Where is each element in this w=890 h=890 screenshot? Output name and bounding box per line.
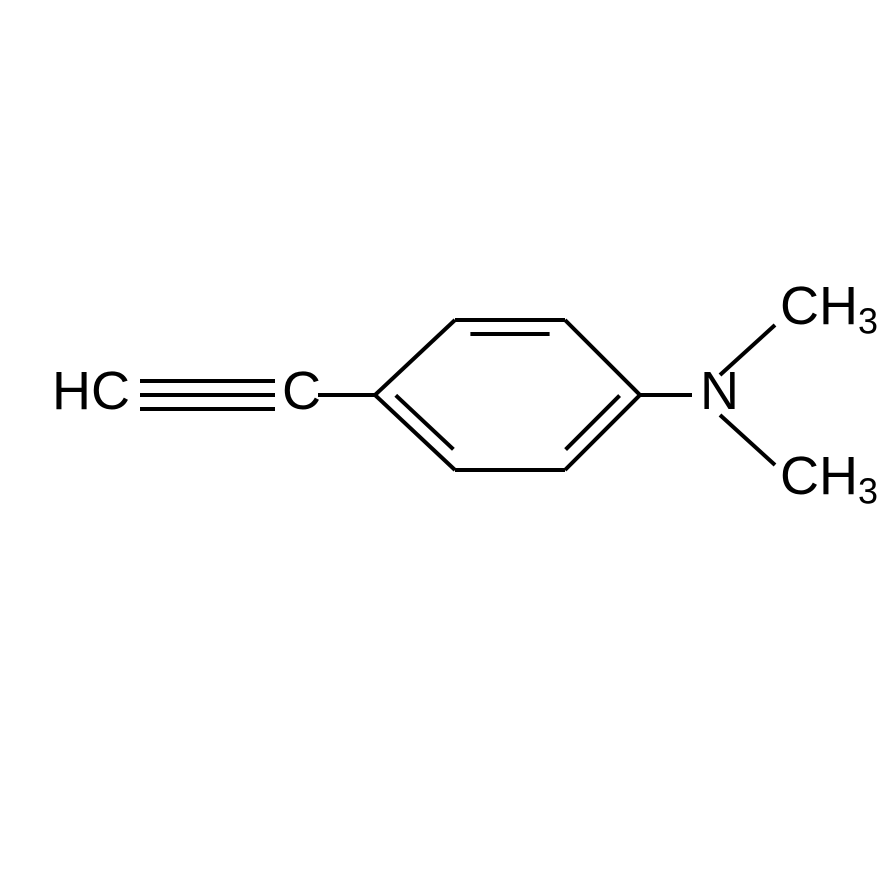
atom-label-CH3_bot: CH3	[780, 446, 878, 511]
atom-label-alkyne_C: C	[282, 361, 321, 421]
molecule-diagram: HC C N CH3 CH3	[0, 0, 890, 890]
atom-label-alkyne_HC: HC	[52, 361, 130, 421]
atom-label-CH3_top: CH3	[780, 276, 878, 341]
atom-label-N: N	[700, 361, 739, 421]
